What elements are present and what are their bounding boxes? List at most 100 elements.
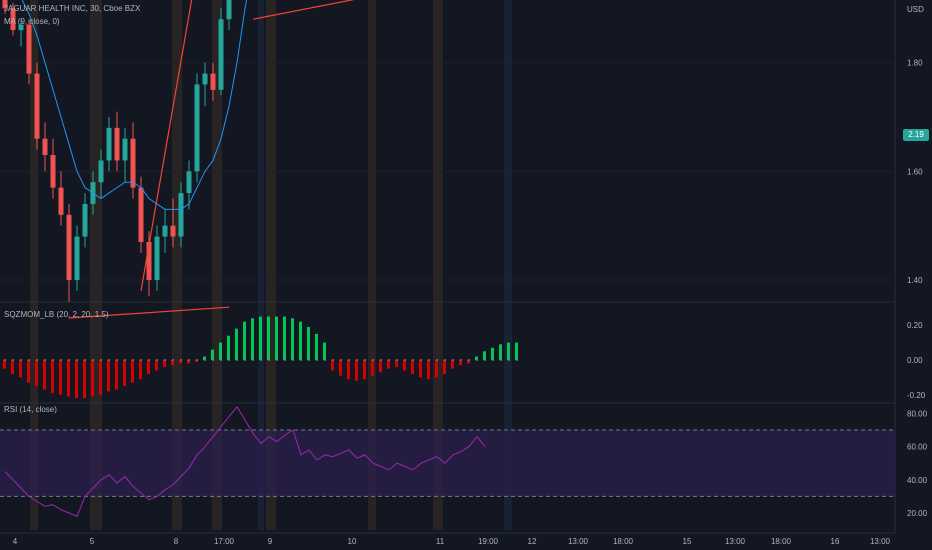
session-highlight [258,0,264,530]
squeeze-dot [260,359,262,361]
candle-body [34,73,40,139]
squeeze-dot [212,359,214,361]
squeeze-bar [259,316,262,360]
squeeze-dot [508,359,510,361]
squeeze-bar [107,360,110,392]
squeeze-bar [411,360,414,374]
squeeze-dot [300,359,302,361]
candle-body [58,187,64,215]
time-tick-label: 12 [528,537,537,546]
squeeze-bar [59,360,62,395]
candle-body [74,236,80,280]
squeeze-dot [228,359,230,361]
squeeze-bar [371,360,374,376]
time-tick-label: 18:00 [771,537,792,546]
squeeze-dot [148,359,150,361]
squeeze-bar [139,360,142,380]
squeeze-bar [219,342,222,360]
time-tick-label: 5 [90,537,95,546]
squeeze-dot [124,359,126,361]
squeeze-dot [420,359,422,361]
rsi-tick-label: 20.00 [907,509,928,518]
price-tick-label: 1.40 [907,276,923,285]
candle-body [154,236,160,280]
squeeze-dot [196,359,198,361]
squeeze-dot [92,359,94,361]
squeeze-bar [435,360,438,378]
squeeze-dot [436,359,438,361]
squeeze-bar [499,344,502,360]
squeeze-dot [484,359,486,361]
squeeze-bar [475,356,478,360]
candle-body [50,155,56,188]
squeeze-bar [299,321,302,360]
squeeze-dot [380,359,382,361]
candle-body [18,24,24,31]
squeeze-bar [283,316,286,360]
squeeze-dot [52,359,54,361]
squeeze-indicator-label: SQZMOM_LB (20, 2, 20, 1.5) [4,310,109,319]
squeeze-dot [332,359,334,361]
candle-body [26,24,32,74]
trend-line [252,0,355,20]
session-highlight [266,0,276,530]
candle-body [194,84,200,172]
squeeze-dot [84,359,86,361]
time-tick-label: 10 [348,537,357,546]
candle-body [122,138,128,161]
squeeze-bar [51,360,54,394]
candle-body [186,171,192,194]
session-highlight [368,0,376,530]
candle-body [42,138,48,156]
squeeze-bar [467,360,470,364]
squeeze-dot [244,359,246,361]
squeeze-dot [188,359,190,361]
time-tick-label: 13:00 [725,537,746,546]
squeeze-dot [428,359,430,361]
squeeze-dot [220,359,222,361]
candle-body [138,187,144,242]
squeeze-dot [308,359,310,361]
session-highlight [90,0,102,530]
squeeze-dot [76,359,78,361]
squeeze-dot [180,359,182,361]
ma-indicator-label: MA (9, close, 0) [4,17,60,26]
squeeze-bar [179,360,182,364]
squeeze-dot [276,359,278,361]
squeeze-dot [476,359,478,361]
candle-body [130,138,136,188]
squeeze-dot [388,359,390,361]
squeeze-dot [500,359,502,361]
squeeze-dot [28,359,30,361]
squeeze-bar [83,360,86,399]
squeeze-bar [155,360,158,371]
time-tick-label: 11 [436,537,445,546]
squeeze-bar [363,360,366,380]
squeeze-dot [460,359,462,361]
squeeze-dot [236,359,238,361]
squeeze-dot [108,359,110,361]
squeeze-bar [291,318,294,360]
session-highlight [504,0,512,530]
squeeze-dot [468,359,470,361]
squeeze-bar [75,360,78,399]
squeeze-dot [100,359,102,361]
squeeze-dot [132,359,134,361]
squeeze-bar [507,342,510,360]
squeeze-bar [403,360,406,371]
squeeze-bar [355,360,358,381]
squeeze-dot [252,359,254,361]
session-highlight [172,0,182,530]
candle-body [2,0,8,9]
candle-body [202,73,208,85]
candle-body [210,73,216,90]
squeeze-bar [347,360,350,380]
rsi-tick-label: 40.00 [907,476,928,485]
candle-body [146,241,152,280]
squeeze-bar [171,360,174,366]
squeeze-dot [164,359,166,361]
time-tick-label: 13:00 [870,537,891,546]
candle-body [98,160,104,183]
squeeze-dot [404,359,406,361]
